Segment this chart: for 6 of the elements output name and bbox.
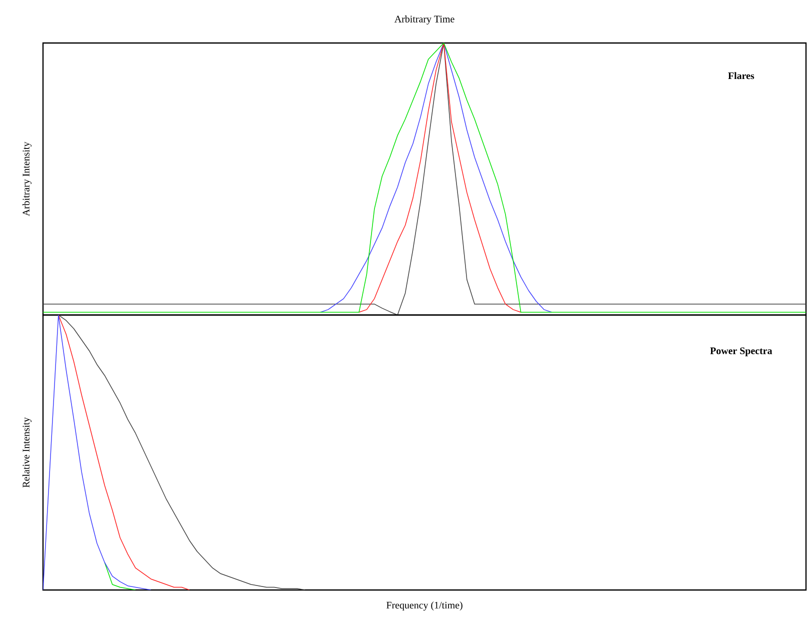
annotation: Power Spectra [710, 347, 772, 356]
annotation: Flares [728, 72, 754, 80]
y-axis-title: Relative Intensity [22, 417, 32, 488]
x-axis-title: Frequency (1/time) [386, 601, 462, 611]
x-axis-title: Arbitrary Time [394, 15, 454, 24]
y-axis-title: Arbitrary Intensity [22, 142, 32, 216]
